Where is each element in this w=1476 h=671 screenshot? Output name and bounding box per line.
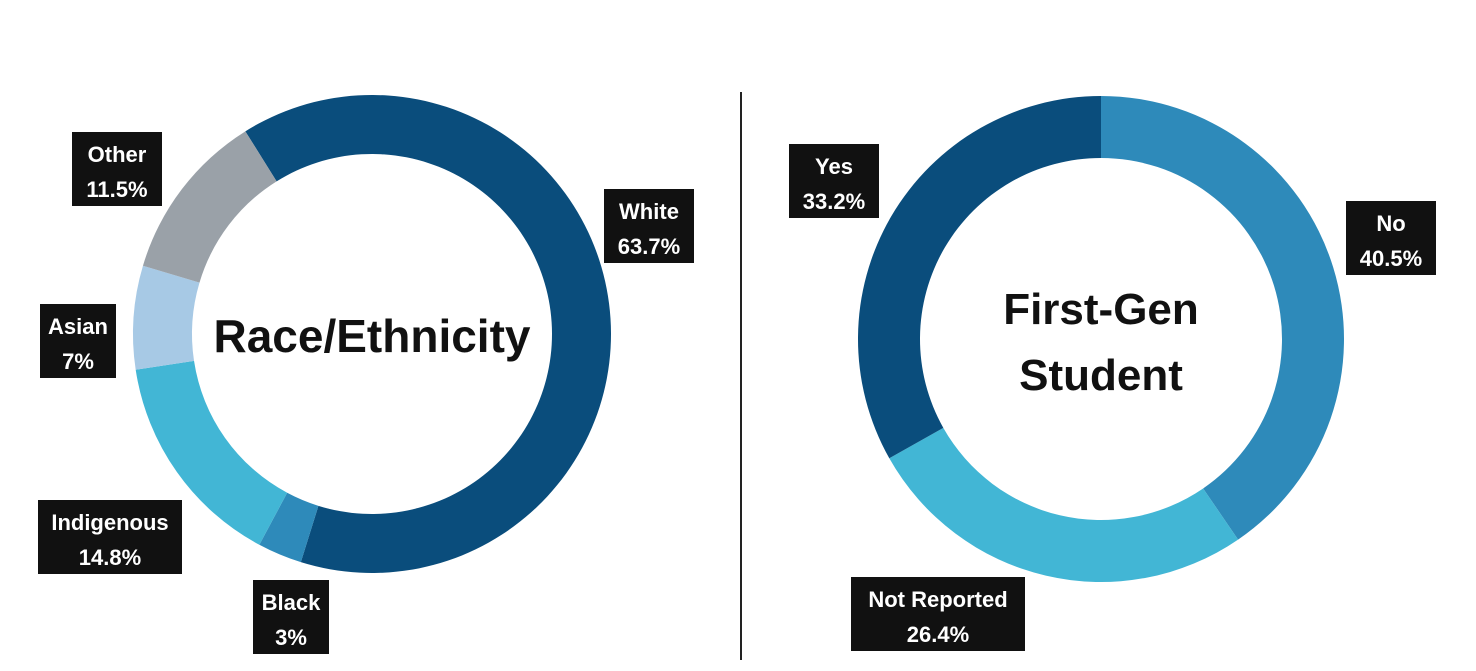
- label-category-not-reported: Not Reported: [868, 587, 1007, 612]
- label-category-black: Black: [262, 590, 321, 615]
- label-category-asian: Asian: [48, 314, 108, 339]
- label-value-yes: 33.2%: [803, 189, 865, 214]
- first-gen-title-line-1: First-Gen: [1003, 285, 1199, 334]
- slice-black: [259, 492, 319, 563]
- label-category-indigenous: Indigenous: [51, 510, 168, 535]
- label-category-yes: Yes: [815, 154, 853, 179]
- slice-white: [245, 94, 611, 573]
- label-category-no: No: [1376, 211, 1405, 236]
- label-box-no: [1346, 201, 1436, 275]
- label-box-black: [253, 580, 329, 654]
- first-gen-slices: [857, 96, 1344, 582]
- label-box-asian: [40, 304, 116, 378]
- label-box-yes: [789, 144, 879, 218]
- label-box-not-reported: [851, 577, 1025, 651]
- label-value-asian: 7%: [62, 349, 94, 374]
- label-box-white: [604, 189, 694, 263]
- label-box-other: [72, 132, 162, 206]
- slice-not-reported: [889, 427, 1239, 582]
- slice-no: [1101, 96, 1344, 540]
- label-category-white: White: [619, 199, 679, 224]
- race-ethnicity-slices: [132, 94, 611, 573]
- label-box-indigenous: [38, 500, 182, 574]
- label-category-other: Other: [88, 142, 147, 167]
- slice-yes: [857, 96, 1101, 459]
- slice-asian: [132, 265, 200, 370]
- first-gen-labels: No 40.5% Not Reported 26.4% Yes 33.2%: [789, 144, 1436, 651]
- label-value-other: 11.5%: [86, 177, 147, 202]
- label-value-white: 63.7%: [618, 234, 680, 259]
- race-ethnicity-labels: White 63.7% Black 3% Indigenous 14.8% Asian 7% O…: [38, 132, 694, 654]
- race-ethnicity-title: Race/Ethnicity: [214, 310, 531, 362]
- label-value-indigenous: 14.8%: [79, 545, 141, 570]
- slice-indigenous: [135, 360, 288, 545]
- label-value-no: 40.5%: [1360, 246, 1422, 271]
- first-gen-title-line-2: Student: [1019, 351, 1183, 400]
- slice-other: [142, 131, 277, 283]
- race-ethnicity-donut: Race/Ethnicity White 63.7% Black 3% Indigeno…: [38, 94, 694, 654]
- label-value-black: 3%: [275, 625, 307, 650]
- label-value-not-reported: 26.4%: [907, 622, 969, 647]
- first-gen-donut: First-Gen Student No 40.5% Not Reported 26.…: [789, 96, 1436, 651]
